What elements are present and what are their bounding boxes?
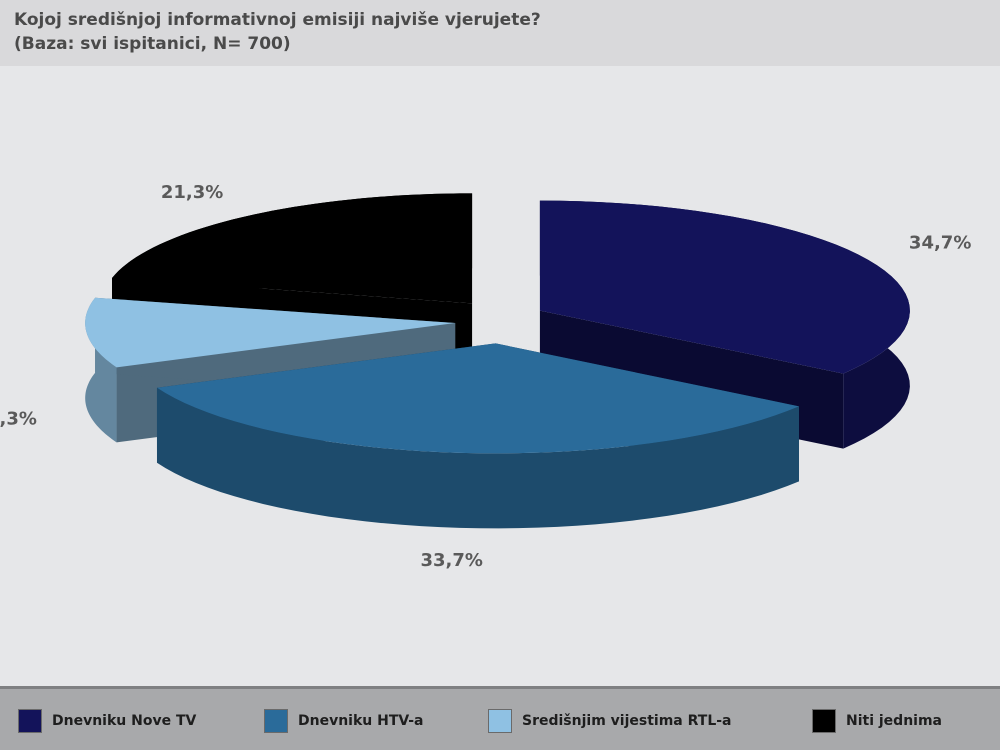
legend-label-nova-tv: Dnevniku Nove TV bbox=[52, 713, 197, 729]
slice-rtl-top bbox=[85, 297, 456, 368]
legend-item-niti-jednima: Niti jednima bbox=[812, 709, 942, 733]
slice-htv bbox=[156, 343, 800, 529]
chart-header: Kojoj središnjoj informativnoj emisiji n… bbox=[0, 0, 1000, 66]
slice-nova-tv-top bbox=[539, 200, 910, 374]
slice-htv-value-label: 33,7% bbox=[421, 550, 483, 571]
legend-swatch-htv bbox=[264, 709, 288, 733]
slice-nova-tv-value-label: 34,7% bbox=[909, 233, 971, 254]
legend-label-htv: Dnevniku HTV-a bbox=[298, 713, 424, 729]
chart-legend: Dnevniku Nove TV Dnevniku HTV-a Središnj… bbox=[0, 686, 1000, 750]
legend-item-nova-tv: Dnevniku Nove TV bbox=[18, 709, 196, 733]
legend-label-niti-jednima: Niti jednima bbox=[846, 713, 942, 729]
chart-subtitle: (Baza: svi ispitanici, N= 700) bbox=[14, 34, 291, 54]
chart-title: Kojoj središnjoj informativnoj emisiji n… bbox=[14, 10, 541, 30]
slice-htv-top bbox=[156, 343, 800, 454]
legend-label-rtl: Središnjim vijestima RTL-a bbox=[522, 713, 732, 729]
legend-item-rtl: Središnjim vijestima RTL-a bbox=[488, 709, 732, 733]
slice-niti-jednima-value-label: 21,3% bbox=[161, 182, 223, 203]
legend-swatch-rtl bbox=[488, 709, 512, 733]
slice-rtl-value-label: 10,3% bbox=[0, 408, 37, 429]
legend-item-htv: Dnevniku HTV-a bbox=[264, 709, 423, 733]
pie-chart: 34,7% 33,7% 10,3% 21,3% bbox=[0, 182, 971, 571]
legend-swatch-nova-tv bbox=[18, 709, 42, 733]
legend-swatch-niti-jednima bbox=[812, 709, 836, 733]
pie-chart-area: 34,7% 33,7% 10,3% 21,3% bbox=[0, 66, 1000, 686]
slice-niti-jednima-top bbox=[112, 193, 473, 304]
slice-htv-side bbox=[156, 387, 800, 529]
